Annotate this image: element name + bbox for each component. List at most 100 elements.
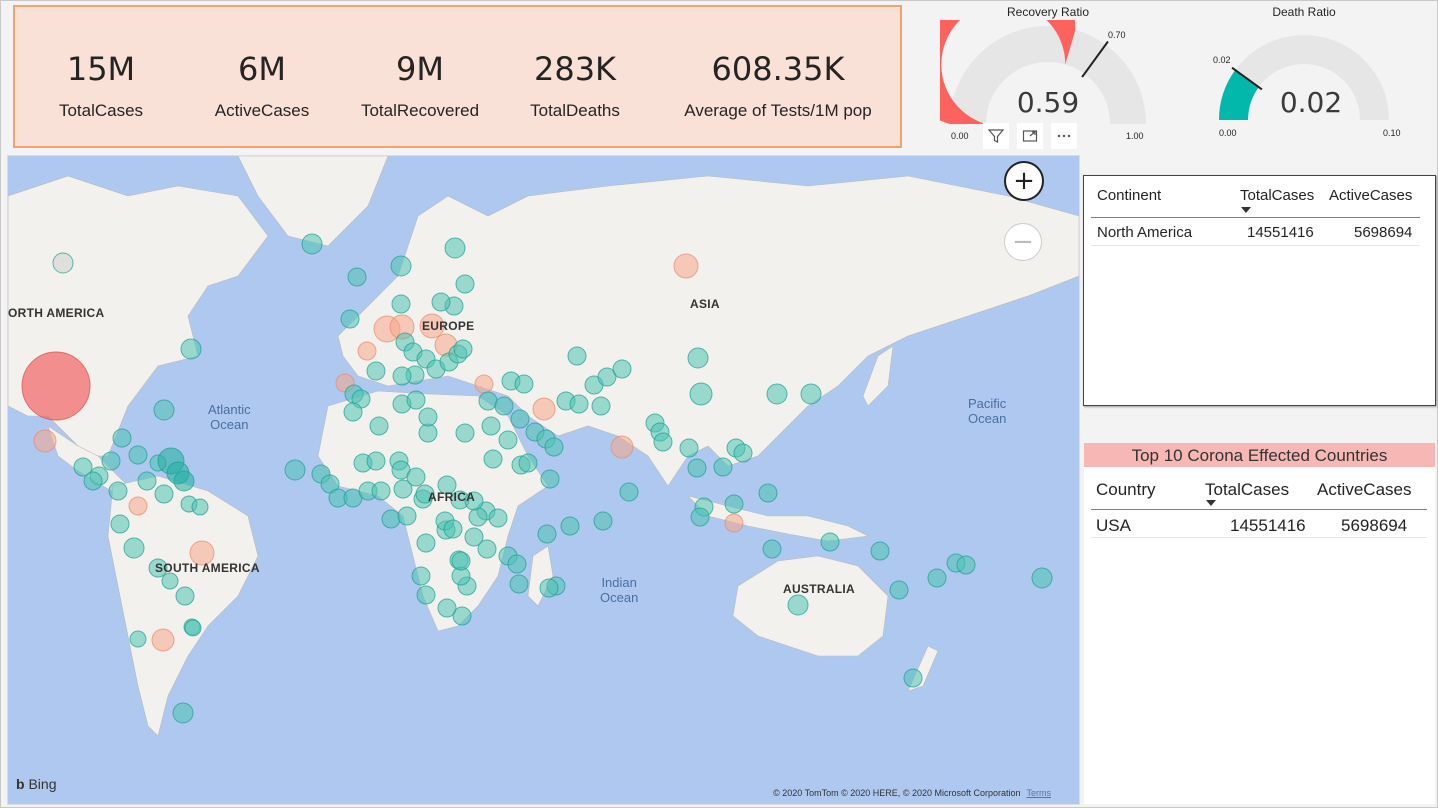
country-bubble[interactable] [509,574,529,594]
country-bubble[interactable] [411,566,431,586]
country-bubble[interactable] [343,402,363,422]
country-bubble[interactable] [733,443,753,463]
country-bubble[interactable] [567,346,587,366]
country-bubble[interactable] [418,423,438,443]
country-bubble[interactable] [301,233,323,255]
country-bubble[interactable] [455,423,475,443]
country-bubble[interactable] [83,471,103,491]
country-bubble[interactable] [483,449,503,469]
country-bubble[interactable] [464,527,484,547]
country-bubble[interactable] [498,430,518,450]
country-bubble[interactable] [468,507,488,527]
country-bubble[interactable] [510,409,530,429]
country-bubble[interactable] [73,457,93,477]
country-bubble[interactable] [112,428,132,448]
country-bubble[interactable] [390,255,412,277]
country-bubble[interactable] [507,554,527,574]
column-header-activecases[interactable]: ActiveCases [1317,480,1412,499]
country-bubble[interactable] [591,396,611,416]
country-bubble[interactable] [406,467,426,487]
country-bubble[interactable] [452,606,472,626]
country-bubble[interactable] [597,367,617,387]
country-bubble[interactable] [21,351,91,421]
country-bubble[interactable] [724,513,744,533]
country-bubble[interactable] [416,585,436,605]
country-bubble[interactable] [903,668,923,688]
country-bubble[interactable] [416,533,436,553]
country-bubble[interactable] [444,237,466,259]
country-bubble[interactable] [1031,567,1053,589]
country-bubble[interactable] [189,540,215,566]
country-bubble[interactable] [689,382,713,406]
country-bubble[interactable] [108,481,128,501]
country-bubble[interactable] [464,491,484,511]
country-bubble[interactable] [128,445,148,465]
country-bubble[interactable] [687,458,707,478]
country-bubble[interactable] [101,451,121,471]
country-bubble[interactable] [173,470,195,492]
country-bubble[interactable] [148,558,168,578]
country-bubble[interactable] [175,586,195,606]
country-bubble[interactable] [593,511,613,531]
top10-table[interactable]: Country TotalCases ActiveCases USA 14551… [1084,467,1435,804]
country-bubble[interactable] [537,524,557,544]
country-bubble[interactable] [870,541,890,561]
country-bubble[interactable] [340,309,360,329]
column-header-activecases[interactable]: ActiveCases [1329,187,1413,204]
continent-table[interactable]: Continent TotalCases ActiveCases North A… [1083,175,1436,406]
country-bubble[interactable] [518,453,538,473]
column-header-continent[interactable]: Continent [1097,187,1162,204]
more-options-icon[interactable] [1051,123,1077,149]
country-bubble[interactable] [154,484,174,504]
country-bubble[interactable] [478,391,498,411]
country-bubble[interactable] [481,416,501,436]
country-bubble[interactable] [129,630,147,648]
country-bubble[interactable] [451,551,471,571]
terms-link[interactable]: Terms [1026,788,1052,798]
country-bubble[interactable] [474,374,494,394]
country-bubble[interactable] [369,416,389,436]
country-bubble[interactable] [653,432,673,452]
country-bubble[interactable] [477,539,497,559]
country-bubble[interactable] [687,347,709,369]
country-bubble[interactable] [443,519,463,539]
country-bubble[interactable] [347,267,367,287]
country-bubble[interactable] [52,252,74,274]
column-header-totalcases[interactable]: TotalCases [1205,480,1290,499]
country-bubble[interactable] [889,580,909,600]
country-bubble[interactable] [172,702,194,724]
country-bubble[interactable] [532,397,556,421]
country-bubble[interactable] [820,532,840,552]
country-bubble[interactable] [494,396,514,416]
kpi-card[interactable]: 15M TotalCases 6M ActiveCases 9M TotalRe… [13,5,902,148]
country-bubble[interactable] [673,253,699,279]
country-bubble[interactable] [128,496,148,516]
country-bubble[interactable] [418,407,438,427]
country-bubble[interactable] [453,339,473,359]
country-bubble[interactable] [391,294,411,314]
column-header-totalcases[interactable]: TotalCases [1240,187,1315,204]
country-bubble[interactable] [713,457,733,477]
country-bubble[interactable] [393,479,413,499]
country-bubble[interactable] [366,451,386,471]
filter-icon[interactable] [983,123,1009,149]
country-bubble[interactable] [137,471,157,491]
column-header-country[interactable]: Country [1096,480,1156,499]
country-bubble[interactable] [419,313,445,339]
country-bubble[interactable] [33,429,57,453]
country-bubble[interactable] [544,437,564,457]
country-bubble[interactable] [612,359,632,379]
country-bubble[interactable] [787,594,809,616]
country-bubble[interactable] [191,498,209,516]
country-bubble[interactable] [610,435,634,459]
country-bubble[interactable] [431,292,451,312]
map-visual[interactable]: ORTH AMERICA EUROPE ASIA AFRICA SOUTH AM… [7,155,1080,805]
country-bubble[interactable] [758,483,778,503]
country-bubble[interactable] [514,374,534,394]
country-bubble[interactable] [184,619,202,637]
country-bubble[interactable] [766,383,788,405]
country-bubble[interactable] [619,482,639,502]
map-canvas[interactable] [8,156,1079,804]
country-bubble[interactable] [690,507,710,527]
country-bubble[interactable] [406,390,426,410]
